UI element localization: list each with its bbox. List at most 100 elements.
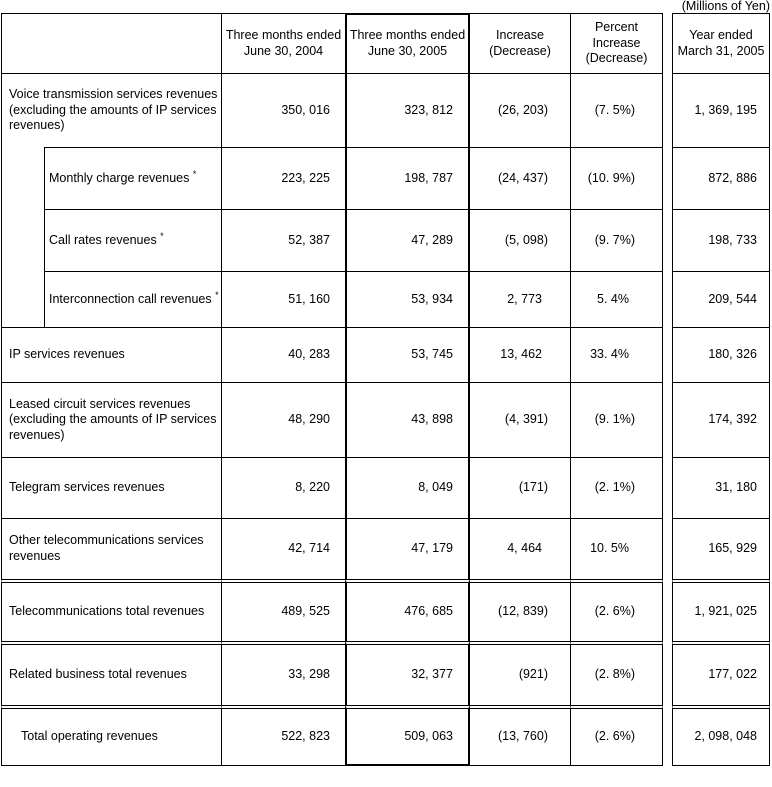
footnote-asterisk: * [215, 289, 219, 300]
row-label: Leased circuit services revenues (exclud… [1, 382, 221, 457]
value-year-ended: 1, 921, 025 [672, 579, 770, 641]
column-gap [663, 271, 672, 327]
column-gap [663, 327, 672, 382]
value-increase: (921) [470, 641, 570, 705]
value-increase: (4, 391) [470, 382, 570, 457]
value-increase: (171) [470, 457, 570, 518]
row-label: Voice transmission services revenues (ex… [1, 73, 221, 147]
value-2005: 43, 898 [345, 382, 470, 457]
col-header-three-months-2005: Three months ended June 30, 2005 [345, 13, 470, 73]
column-gap [663, 147, 672, 209]
value-increase: 4, 464 [470, 518, 570, 579]
column-gap [663, 13, 672, 73]
value-2004: 8, 220 [221, 457, 345, 518]
value-increase: 13, 462 [470, 327, 570, 382]
table-row: Telegram services revenues 8, 220 8, 049 (1… [1, 457, 770, 518]
table-row: Other telecommunications services revenu… [1, 518, 770, 579]
value-2005: 32, 377 [345, 641, 470, 705]
value-percent-increase: (7. 5%) [570, 73, 663, 147]
table-row: Call rates revenues * 52, 387 47, 289 (5, 0… [1, 209, 770, 271]
value-2005: 198, 787 [345, 147, 470, 209]
value-percent-increase: (10. 9%) [570, 147, 663, 209]
value-2005: 53, 745 [345, 327, 470, 382]
value-increase: (12, 839) [470, 579, 570, 641]
footnote-asterisk: * [160, 230, 164, 241]
row-label: Monthly charge revenues * [44, 147, 221, 209]
value-2005: 53, 934 [345, 271, 470, 327]
value-percent-increase: (9. 1%) [570, 382, 663, 457]
value-2005: 47, 289 [345, 209, 470, 271]
value-increase: (13, 760) [470, 705, 570, 766]
header-row: Three months ended June 30, 2004 Three m… [1, 13, 770, 73]
value-2005: 47, 179 [345, 518, 470, 579]
value-percent-increase: (2. 1%) [570, 457, 663, 518]
value-year-ended: 2, 098, 048 [672, 705, 770, 766]
col-header-increase-decrease: Increase (Decrease) [470, 13, 570, 73]
value-percent-increase: 5. 4% [570, 271, 663, 327]
column-gap [663, 641, 672, 705]
value-2004: 33, 298 [221, 641, 345, 705]
value-2004: 522, 823 [221, 705, 345, 766]
footnote-asterisk: * [192, 168, 197, 179]
value-2004: 52, 387 [221, 209, 345, 271]
value-2004: 42, 714 [221, 518, 345, 579]
value-year-ended: 165, 929 [672, 518, 770, 579]
col-header-row-label [1, 13, 221, 73]
value-year-ended: 198, 733 [672, 209, 770, 271]
row-label: Other telecommunications services revenu… [1, 518, 221, 579]
column-gap [663, 457, 672, 518]
col-header-percent-increase-decrease: Percent Increase (Decrease) [570, 13, 663, 73]
value-increase: (26, 203) [470, 73, 570, 147]
column-gap [663, 579, 672, 641]
value-increase: (5, 098) [470, 209, 570, 271]
value-year-ended: 174, 392 [672, 382, 770, 457]
table-row: Total operating revenues 522, 823 509, 063… [1, 705, 770, 766]
row-label: Telegram services revenues [1, 457, 221, 518]
value-2005: 8, 049 [345, 457, 470, 518]
value-year-ended: 177, 022 [672, 641, 770, 705]
value-percent-increase: 10. 5% [570, 518, 663, 579]
value-increase: 2, 773 [470, 271, 570, 327]
value-year-ended: 180, 326 [672, 327, 770, 382]
row-indent-spacer [1, 147, 44, 327]
units-note: (Millions of Yen) [681, 0, 770, 13]
value-percent-increase: (2. 6%) [570, 579, 663, 641]
value-year-ended: 31, 180 [672, 457, 770, 518]
value-2004: 350, 016 [221, 73, 345, 147]
column-gap [663, 73, 672, 147]
value-percent-increase: 33. 4% [570, 327, 663, 382]
value-percent-increase: (2. 6%) [570, 705, 663, 766]
table-row: Monthly charge revenues * 223, 225 198, 78… [1, 147, 770, 327]
row-label: Related business total revenues [1, 641, 221, 705]
table-row: Related business total revenues 33, 298 32… [1, 641, 770, 705]
table-row: Interconnection call revenues * 51, 160 53… [1, 271, 770, 327]
value-year-ended: 1, 369, 195 [672, 73, 770, 147]
column-gap [663, 518, 672, 579]
value-year-ended: 872, 886 [672, 147, 770, 209]
col-header-three-months-2004: Three months ended June 30, 2004 [221, 13, 345, 73]
column-gap [663, 209, 672, 271]
row-label: IP services revenues [1, 327, 221, 382]
column-gap [663, 705, 672, 766]
table-row: Voice transmission services revenues (ex… [1, 73, 770, 147]
value-percent-increase: (9. 7%) [570, 209, 663, 271]
value-percent-increase: (2. 8%) [570, 641, 663, 705]
row-label: Call rates revenues * [44, 209, 221, 271]
value-increase: (24, 437) [470, 147, 570, 209]
row-label: Telecommunications total revenues [1, 579, 221, 641]
value-2004: 48, 290 [221, 382, 345, 457]
operating-revenues-table: Three months ended June 30, 2004 Three m… [1, 13, 770, 766]
value-2005: 476, 685 [345, 579, 470, 641]
value-2005: 509, 063 [345, 705, 470, 766]
value-2004: 40, 283 [221, 327, 345, 382]
value-year-ended: 209, 544 [672, 271, 770, 327]
table-row: Telecommunications total revenues 489, 52… [1, 579, 770, 641]
value-2004: 489, 525 [221, 579, 345, 641]
row-label: Total operating revenues [1, 705, 221, 766]
col-header-year-ended: Year ended March 31, 2005 [672, 13, 770, 73]
table-row: Leased circuit services revenues (exclud… [1, 382, 770, 457]
row-label: Interconnection call revenues * [44, 271, 221, 327]
value-2005: 323, 812 [345, 73, 470, 147]
value-2004: 223, 225 [221, 147, 345, 209]
